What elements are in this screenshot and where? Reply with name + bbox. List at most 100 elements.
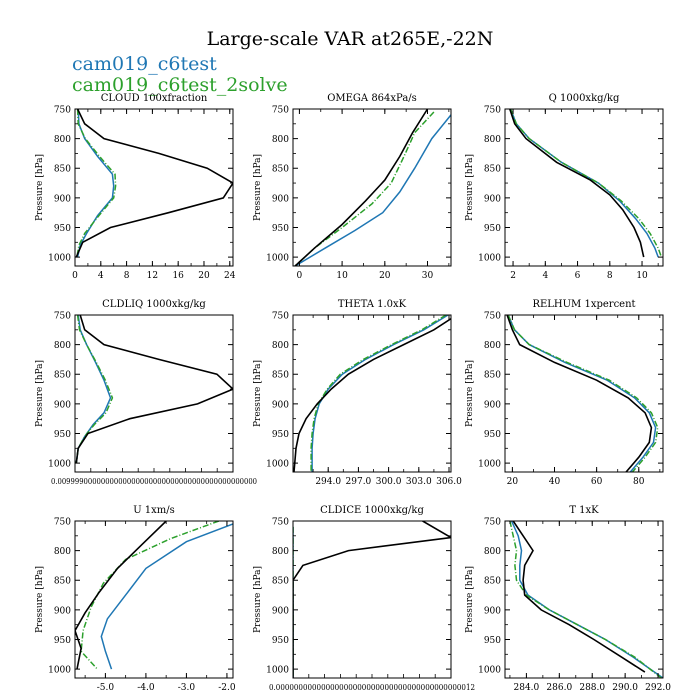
x-tick-label: 20 (198, 271, 210, 281)
x-tick-label: 303.0 (406, 477, 432, 487)
panel-2: OMEGA 864xPa/s Pressure [hPa] 750 800 850 900… (253, 93, 452, 281)
y-tick-label: 1000 (478, 666, 501, 676)
x-tick-label: 24 (224, 271, 236, 281)
series-line-reference (75, 315, 233, 464)
y-tick-label: 850 (54, 577, 71, 587)
x-tick-label: 20 (379, 271, 391, 281)
y-axis-label: Pressure [hPa] (253, 360, 263, 427)
y-tick-label: 850 (272, 577, 289, 587)
x-tick-labels-overlapping: 0.00000000000000000000000000000000000000… (269, 683, 475, 692)
x-tick-label: -4.0 (137, 683, 155, 693)
x-tick-label: 4 (542, 271, 548, 281)
y-tick-label: 900 (272, 606, 289, 616)
y-tick-label: 950 (484, 224, 501, 234)
panel-1: CLOUD 100xfraction Pressure [hPa] 750 800 85… (35, 93, 236, 281)
panel-4: CLDLIQ 1000xkg/kg Pressure [hPa] 750 800 850… (35, 299, 257, 486)
y-tick-label: 850 (54, 165, 71, 175)
panel-7: U 1xm/s Pressure [hPa] 750 800 850 900 950 1000… (35, 505, 236, 693)
series-line-c6test (294, 114, 451, 266)
y-tick-label: 800 (272, 135, 289, 145)
panel-5: THETA 1.0xK Pressure [hPa] 750 800 850 900 950… (253, 299, 462, 487)
plot-frame (292, 314, 452, 473)
y-axis-label: Pressure [hPa] (465, 360, 475, 427)
plot-frame (504, 520, 664, 679)
x-tick-label: 286.0 (546, 683, 572, 693)
y-tick-label: 850 (272, 165, 289, 175)
x-tick-label: -3.0 (178, 683, 196, 693)
y-tick-label: 850 (54, 371, 71, 381)
y-axis-label: Pressure [hPa] (465, 154, 475, 221)
x-tick-label: 284.0 (514, 683, 540, 693)
y-tick-label: 900 (272, 400, 289, 410)
series-line-reference (75, 109, 233, 258)
y-axis-label: Pressure [hPa] (253, 566, 263, 633)
x-tick-label: 60 (591, 477, 603, 487)
x-tick-labels-overlapping: 0.00999900000000000000000000000000000000… (51, 477, 257, 486)
series-line-c6test-2solve (509, 109, 663, 258)
x-tick-label: 8 (607, 271, 613, 281)
y-axis-label: Pressure [hPa] (465, 566, 475, 633)
y-axis-label: Pressure [hPa] (35, 360, 45, 427)
y-tick-label: 950 (484, 430, 501, 440)
y-tick-label: 950 (484, 636, 501, 646)
y-tick-label: 750 (484, 518, 501, 528)
panel-6: RELHUM 1xpercent Pressure [hPa] 750 800 850 9… (465, 299, 664, 487)
plot-frame (292, 520, 452, 679)
y-tick-label: 800 (272, 547, 289, 557)
y-tick-label: 900 (272, 194, 289, 204)
y-axis-label: Pressure [hPa] (35, 154, 45, 221)
series-line-c6test-2solve (507, 315, 659, 472)
series-line-reference (294, 109, 429, 266)
plot-frame (504, 108, 664, 267)
x-tick-label: 290.0 (612, 683, 638, 693)
x-tick-label: -5.0 (97, 683, 115, 693)
y-tick-label: 1000 (478, 460, 501, 470)
y-tick-label: 900 (54, 194, 71, 204)
series-line-c6test-2solve (80, 521, 220, 670)
series-line-c6test (510, 521, 663, 678)
panel-title: RELHUM 1xpercent (532, 299, 635, 310)
y-tick-label: 950 (272, 224, 289, 234)
y-tick-label: 800 (54, 135, 71, 145)
figure-title: Large-scale VAR at265E,-22N (206, 28, 494, 50)
y-tick-label: 750 (54, 518, 71, 528)
y-tick-label: 750 (54, 106, 71, 116)
y-tick-label: 1000 (48, 460, 71, 470)
y-tick-label: 1000 (48, 254, 71, 264)
panel-title: Q 1000xkg/kg (549, 93, 620, 104)
series-line-reference (512, 521, 646, 673)
legend-entry-c6test: cam019_c6test (72, 53, 217, 75)
y-tick-label: 900 (54, 606, 71, 616)
y-tick-label: 1000 (478, 254, 501, 264)
y-tick-label: 850 (484, 165, 501, 175)
x-tick-label: 10 (336, 271, 348, 281)
x-tick-label: 0 (72, 271, 78, 281)
x-tick-label: 288.0 (579, 683, 605, 693)
series-line-c6test-2solve (76, 109, 117, 258)
y-tick-label: 850 (484, 577, 501, 587)
panel-title: OMEGA 864xPa/s (327, 93, 417, 104)
y-tick-label: 800 (54, 547, 71, 557)
x-tick-label: 300.0 (376, 477, 402, 487)
x-tick-label: 12 (147, 271, 158, 281)
series-line-c6test (509, 109, 659, 258)
y-tick-label: 800 (484, 547, 501, 557)
plot-frame (504, 314, 664, 473)
y-tick-label: 750 (54, 312, 71, 322)
panel-3: Q 1000xkg/kg Pressure [hPa] 750 800 850 900 95… (465, 93, 664, 281)
panel-title: T 1xK (569, 505, 599, 516)
y-tick-label: 750 (484, 106, 501, 116)
series-line-c6test (311, 315, 449, 472)
x-tick-label: 306.0 (436, 477, 462, 487)
y-tick-label: 850 (484, 371, 501, 381)
panel-title: CLDICE 1000xkg/kg (320, 505, 424, 516)
series-line-reference (509, 109, 645, 258)
y-tick-label: 800 (54, 341, 71, 351)
series-line-c6test (100, 523, 233, 670)
x-tick-label: 297.0 (346, 477, 372, 487)
x-tick-label: 40 (549, 477, 561, 487)
x-tick-label: 30 (422, 271, 434, 281)
x-tick-label: 80 (633, 477, 645, 487)
legend-entry-c6test-2solve: cam019_c6test_2solve (72, 74, 288, 96)
